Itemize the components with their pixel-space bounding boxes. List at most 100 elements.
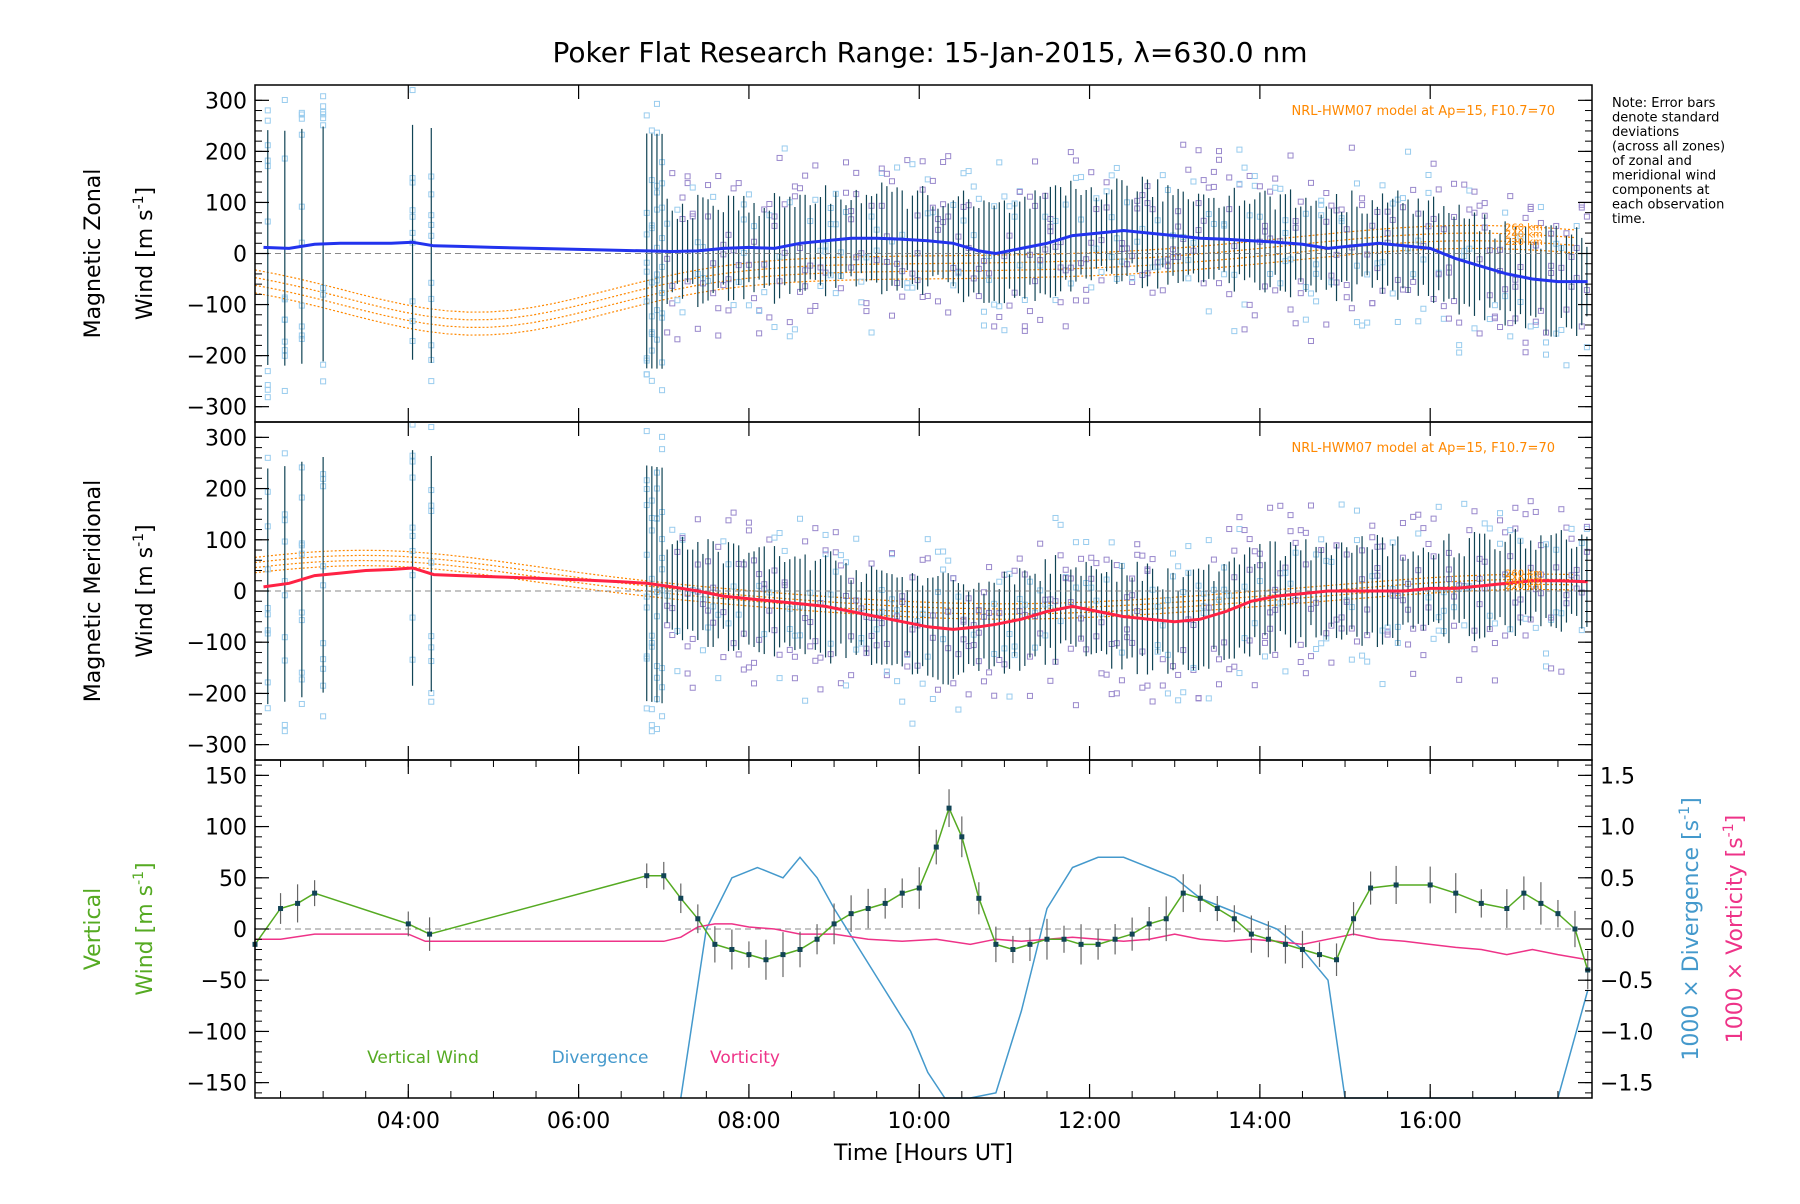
- y-axis-label-line1: Magnetic Meridional: [81, 480, 106, 702]
- scatter-point: [1425, 171, 1432, 178]
- scatter-point: [694, 516, 701, 523]
- vertical-wind-point: [1129, 931, 1135, 937]
- y-tick-label: −100: [187, 631, 247, 656]
- scatter-point: [1113, 164, 1120, 171]
- scatter-point: [1052, 514, 1059, 521]
- scatter-point: [858, 278, 865, 285]
- scatter-point: [1282, 668, 1289, 675]
- scatter-point: [888, 550, 895, 557]
- scatter-point: [776, 651, 783, 658]
- scatter-point: [1558, 506, 1565, 513]
- scatter-point: [298, 115, 305, 122]
- scatter-point: [929, 695, 936, 702]
- scatter-point: [1323, 321, 1330, 328]
- scatter-point: [1307, 179, 1314, 186]
- scatter-point: [924, 536, 931, 543]
- scatter-point: [1461, 622, 1468, 629]
- scatter-point: [1139, 552, 1146, 559]
- scatter-point: [1175, 671, 1182, 678]
- scatter-point: [1359, 202, 1366, 209]
- scatter-point: [264, 394, 271, 401]
- vertical-wind-line: [254, 806, 1589, 971]
- scatter-point: [1405, 148, 1412, 155]
- scatter-point: [1456, 349, 1463, 356]
- scatter-point: [1466, 527, 1473, 534]
- scatter-point: [894, 164, 901, 171]
- vertical-wind-point: [644, 873, 650, 879]
- scatter-point: [1231, 663, 1238, 670]
- scatter-point: [1543, 339, 1550, 346]
- y2-tick-label: 1.0: [1600, 816, 1635, 841]
- scatter-point: [1021, 327, 1028, 334]
- scatter-point: [1226, 174, 1233, 181]
- x-tick-label: 14:00: [1228, 1109, 1291, 1134]
- scatter-point: [1497, 517, 1504, 524]
- scatter-point: [1231, 547, 1238, 554]
- vertical-wind-point: [746, 952, 752, 958]
- scatter-point: [1318, 640, 1325, 647]
- scatter-point: [1537, 204, 1544, 211]
- right-axis-label-divergence: 1000 × Divergence [s-1]: [1677, 797, 1704, 1060]
- vertical-wind-point: [882, 900, 888, 906]
- scatter-point: [1522, 511, 1529, 518]
- scatter-point: [1502, 632, 1509, 639]
- scatter-point: [1210, 168, 1217, 175]
- scatter-point: [1037, 316, 1044, 323]
- scatter-point: [837, 552, 844, 559]
- scatter-point: [1302, 670, 1309, 677]
- scatter-point: [1369, 534, 1376, 541]
- scatter-point: [791, 193, 798, 200]
- scatter-point: [837, 562, 844, 569]
- scatter-point: [1364, 658, 1371, 665]
- scatter-point: [1384, 631, 1391, 638]
- scatter-point: [643, 428, 650, 435]
- scatter-point: [710, 193, 717, 200]
- vertical-wind-point: [1334, 957, 1340, 963]
- scatter-point: [1517, 233, 1524, 240]
- scatter-point: [1313, 298, 1320, 305]
- scatter-point: [705, 182, 712, 189]
- scatter-point: [1032, 158, 1039, 165]
- scatter-point: [1256, 183, 1263, 190]
- y2-tick-label: 1.5: [1600, 764, 1635, 789]
- scatter-point: [751, 659, 758, 666]
- scatter-point: [679, 309, 686, 316]
- scatter-point: [883, 170, 890, 177]
- scatter-point: [786, 319, 793, 326]
- scatter-point: [1307, 502, 1314, 509]
- scatter-point: [1359, 652, 1366, 659]
- scatter-point: [1369, 522, 1376, 529]
- scatter-point: [1456, 319, 1463, 326]
- scatter-point: [1522, 339, 1529, 346]
- scatter-point: [715, 305, 722, 312]
- scatter-point: [1057, 299, 1064, 306]
- scatter-point: [1532, 322, 1539, 329]
- scatter-point: [929, 177, 936, 184]
- scatter-point: [791, 675, 798, 682]
- scatter-point: [1389, 290, 1396, 297]
- vertical-wind-point: [933, 844, 939, 850]
- scatter-point: [1415, 511, 1422, 518]
- scatter-point: [791, 653, 798, 660]
- vertical-wind-point: [1316, 952, 1322, 958]
- vertical-wind-point: [1078, 941, 1084, 947]
- scatter-point: [281, 450, 288, 457]
- scatter-point: [1113, 690, 1120, 697]
- vertical-wind-point: [959, 834, 965, 840]
- y-tick-label: 300: [205, 89, 247, 114]
- vertical-wind-point: [814, 936, 820, 942]
- vertical-wind-point: [1368, 885, 1374, 891]
- vertical-wind-point: [1538, 900, 1544, 906]
- scatter-point: [281, 728, 288, 735]
- vertical-wind-point: [1231, 916, 1237, 922]
- panel-meridional: NRL-HWM07 model at Ap=15, F10.7=70 260 k…: [81, 421, 1593, 761]
- scatter-point: [320, 361, 327, 368]
- scatter-point: [1205, 308, 1212, 315]
- vertical-wind-point: [1180, 890, 1186, 896]
- scatter-point: [1103, 556, 1110, 563]
- scatter-point: [1108, 172, 1115, 179]
- scatter-point: [715, 173, 722, 180]
- vertical-wind-point: [797, 946, 803, 952]
- scatter-point: [1302, 316, 1309, 323]
- scatter-point: [1568, 525, 1575, 532]
